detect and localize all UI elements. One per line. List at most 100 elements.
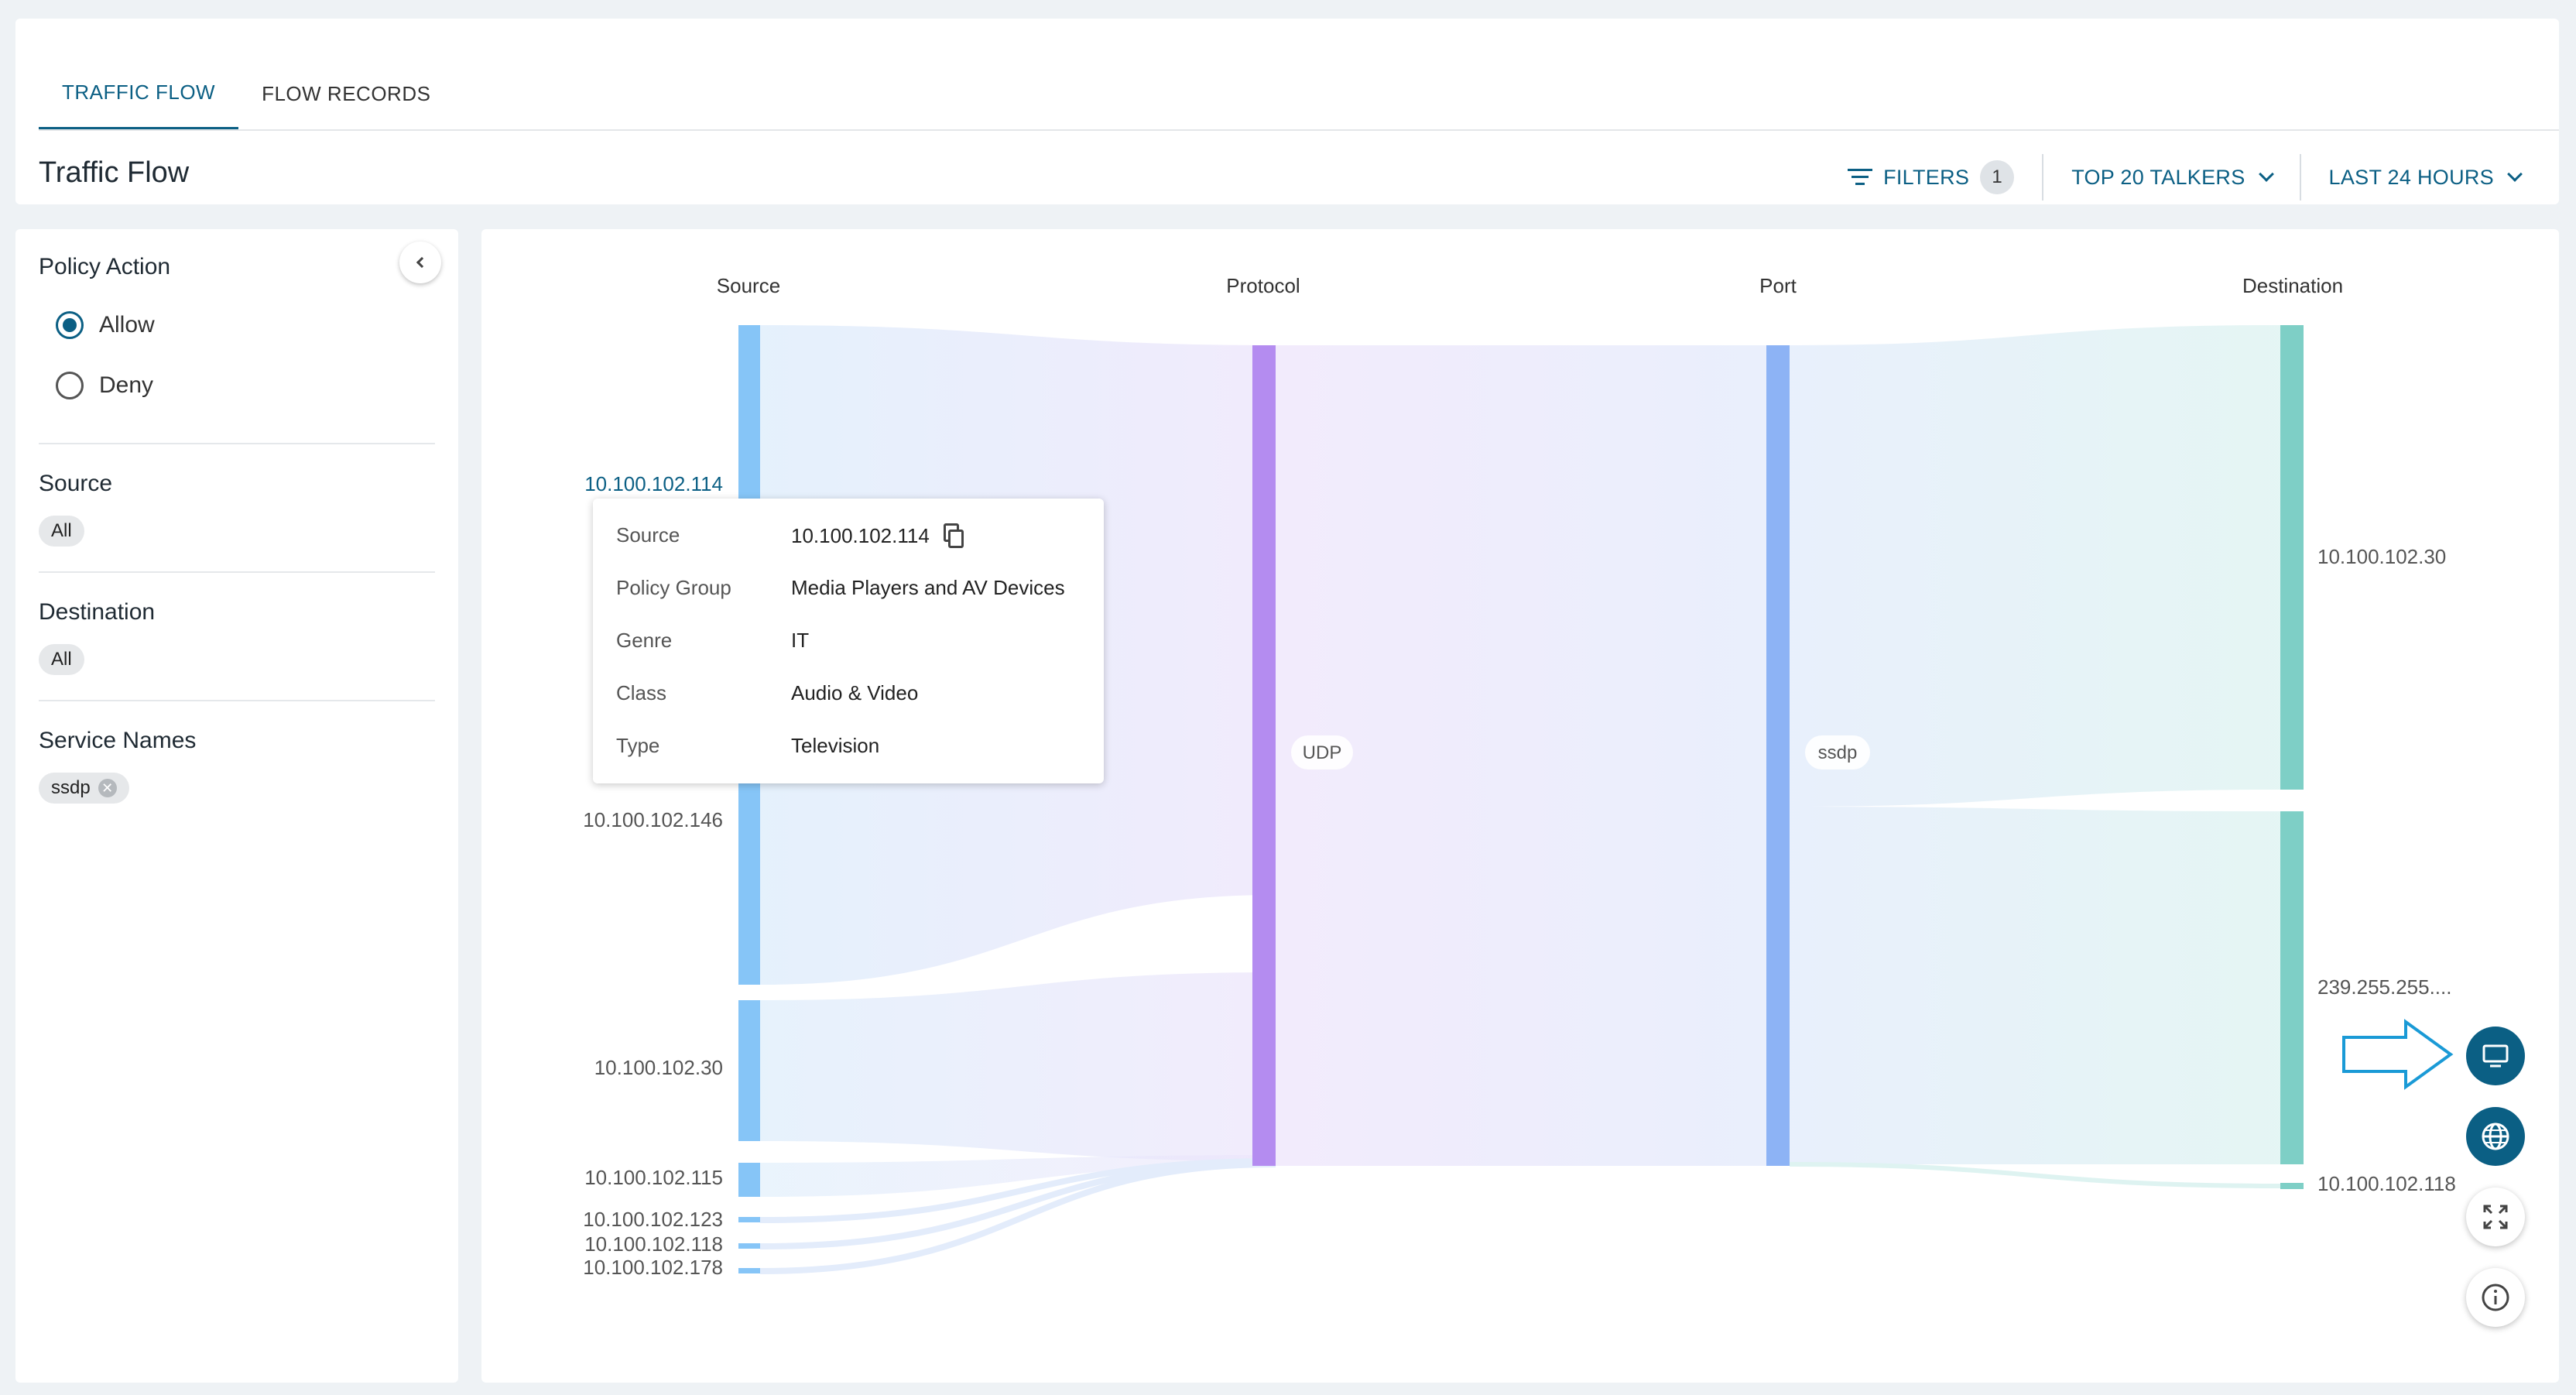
- flow-link-protocol-port[interactable]: [1276, 345, 1769, 1166]
- flow-link-port-destination[interactable]: [1790, 325, 2280, 807]
- toolbar-separator: [2299, 154, 2301, 201]
- port-label: ssdp: [1818, 742, 1858, 763]
- sidebar-divider: [39, 443, 435, 444]
- header-card: TRAFFIC FLOW FLOW RECORDS Traffic Flow F…: [15, 19, 2559, 204]
- policy-action-heading: Policy Action: [39, 254, 171, 279]
- tooltip-row: Type Television: [616, 734, 879, 758]
- tab-bar: TRAFFIC FLOW FLOW RECORDS: [39, 57, 454, 130]
- source-tooltip: Source 10.100.102.114 Policy Group Media…: [593, 499, 1104, 783]
- tabs-divider: [39, 129, 2559, 131]
- info-button[interactable]: [2466, 1268, 2525, 1327]
- filters-label: FILTERS: [1883, 165, 1970, 189]
- tab-flow-records[interactable]: FLOW RECORDS: [262, 81, 431, 105]
- tab-traffic-flow[interactable]: TRAFFIC FLOW: [39, 57, 239, 130]
- protocol-pill: [1291, 735, 1353, 769]
- flow-link-port-destination[interactable]: [1790, 807, 2280, 1164]
- column-header-port: Port: [1759, 274, 1797, 297]
- flow-link-port-destination[interactable]: [1789, 1162, 2281, 1188]
- remove-chip-icon[interactable]: ✕: [98, 779, 117, 797]
- top-talkers-label: TOP 20 TALKERS: [2071, 165, 2245, 189]
- source-label[interactable]: 10.100.102.123: [583, 1208, 723, 1231]
- source-label[interactable]: 10.100.102.30: [594, 1056, 723, 1079]
- destination-node[interactable]: [2280, 325, 2304, 790]
- radio-allow-indicator[interactable]: [56, 311, 84, 339]
- time-range-dropdown[interactable]: LAST 24 HOURS: [2301, 154, 2528, 201]
- destination-node[interactable]: [2280, 811, 2304, 1164]
- flow-link-source-protocol[interactable]: [759, 1161, 1276, 1274]
- destination-label[interactable]: 10.100.102.30: [2317, 545, 2446, 568]
- tooltip-key: Type: [616, 734, 660, 757]
- radio-deny-label: Deny: [99, 372, 154, 398]
- port-pill: [1805, 735, 1870, 769]
- source-node[interactable]: [738, 1243, 760, 1249]
- protocol-node[interactable]: [1252, 345, 1276, 1166]
- collapse-sidebar-button[interactable]: [399, 242, 441, 283]
- column-header-destination: Destination: [2242, 274, 2343, 297]
- info-icon: [2482, 1284, 2509, 1311]
- globe-icon: [2482, 1123, 2509, 1150]
- top-talkers-dropdown[interactable]: TOP 20 TALKERS: [2043, 154, 2299, 201]
- tooltip-row: Policy Group Media Players and AV Device…: [616, 576, 1065, 600]
- source-node[interactable]: [738, 1163, 760, 1197]
- traffic-flow-panel: Source Protocol Port Destination 10.1: [481, 229, 2559, 1383]
- tooltip-row: Source 10.100.102.114: [616, 523, 964, 548]
- tooltip-row: Class Audio & Video: [616, 681, 918, 705]
- source-node[interactable]: [738, 1000, 760, 1141]
- port-node[interactable]: [1766, 345, 1790, 1166]
- radio-deny[interactable]: Deny: [56, 372, 153, 399]
- time-range-label: LAST 24 HOURS: [2328, 165, 2494, 189]
- arrow-right-icon: [2342, 1019, 2454, 1090]
- column-header-source: Source: [717, 274, 780, 297]
- radio-deny-indicator[interactable]: [56, 372, 84, 399]
- tooltip-key: Source: [616, 523, 680, 547]
- flow-link-source-protocol[interactable]: [760, 972, 1276, 1161]
- network-view-button[interactable]: [2466, 1107, 2525, 1166]
- source-label[interactable]: 10.100.102.178: [583, 1256, 723, 1279]
- service-name-chip-label: ssdp: [51, 777, 91, 798]
- expand-icon: [2483, 1205, 2508, 1229]
- fullscreen-button[interactable]: [2466, 1188, 2525, 1246]
- sidebar-divider: [39, 700, 435, 701]
- destination-node[interactable]: [2280, 1183, 2304, 1189]
- source-label[interactable]: 10.100.102.118: [584, 1232, 723, 1256]
- tooltip-value: 10.100.102.114: [791, 523, 964, 548]
- destination-label[interactable]: 239.255.255....: [2317, 975, 2451, 999]
- source-label-highlighted[interactable]: 10.100.102.114: [584, 472, 723, 495]
- toolbar: FILTERS 1 TOP 20 TALKERS LAST 24 HOURS: [1820, 154, 2528, 201]
- source-chip[interactable]: All: [39, 516, 84, 547]
- tooltip-key: Policy Group: [616, 576, 731, 599]
- filter-icon: [1848, 169, 1873, 186]
- column-header-protocol: Protocol: [1226, 274, 1300, 297]
- tooltip-row: Genre IT: [616, 629, 809, 653]
- service-names-heading: Service Names: [39, 728, 197, 753]
- device-view-button[interactable]: [2466, 1027, 2525, 1085]
- filter-sidebar: Policy Action Allow Deny Source All Dest…: [15, 229, 458, 1383]
- tooltip-value: Television: [791, 734, 880, 757]
- tooltip-value: Audio & Video: [791, 681, 919, 704]
- service-name-chip[interactable]: ssdp ✕: [39, 773, 129, 804]
- page-title: Traffic Flow: [39, 156, 190, 189]
- copy-icon[interactable]: [943, 523, 964, 548]
- source-node[interactable]: [738, 1268, 760, 1273]
- source-label[interactable]: 10.100.102.146: [583, 808, 723, 831]
- sidebar-divider: [39, 571, 435, 573]
- filters-button[interactable]: FILTERS 1: [1820, 154, 2042, 201]
- protocol-label: UDP: [1303, 742, 1342, 763]
- source-heading: Source: [39, 471, 113, 496]
- tooltip-key: Class: [616, 681, 667, 704]
- radio-allow-label: Allow: [99, 312, 155, 338]
- monitor-icon: [2482, 1044, 2509, 1068]
- source-chip-label: All: [51, 520, 72, 541]
- destination-heading: Destination: [39, 599, 156, 625]
- chevron-down-icon: [2507, 166, 2523, 182]
- source-node[interactable]: [738, 1217, 760, 1222]
- tooltip-value: IT: [791, 629, 810, 652]
- destination-label[interactable]: 10.100.102.118: [2317, 1172, 2456, 1195]
- source-label[interactable]: 10.100.102.115: [584, 1166, 723, 1189]
- filters-count-badge: 1: [1980, 160, 2015, 194]
- destination-chip-label: All: [51, 649, 72, 670]
- tooltip-value: Media Players and AV Devices: [791, 576, 1065, 599]
- tooltip-key: Genre: [616, 629, 673, 652]
- destination-chip[interactable]: All: [39, 644, 84, 675]
- radio-allow[interactable]: Allow: [56, 311, 155, 339]
